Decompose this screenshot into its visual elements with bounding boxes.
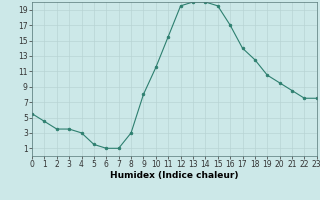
X-axis label: Humidex (Indice chaleur): Humidex (Indice chaleur) [110, 171, 239, 180]
